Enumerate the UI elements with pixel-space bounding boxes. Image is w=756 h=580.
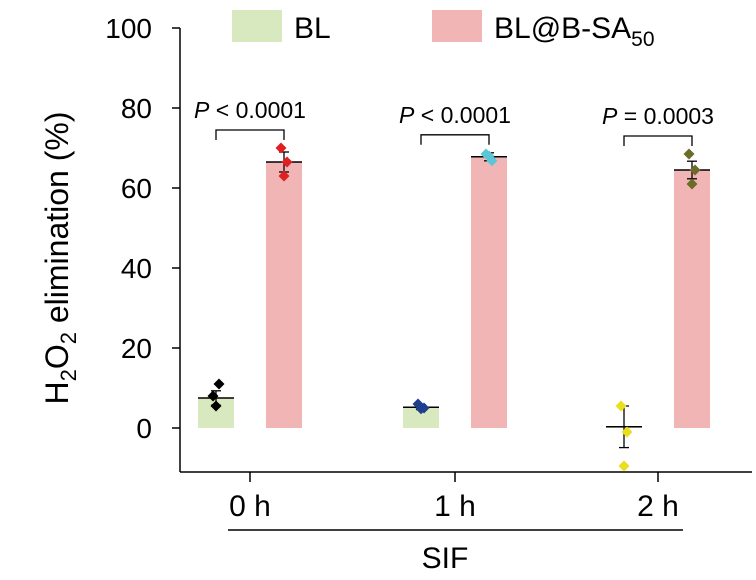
- p-value-label: P = 0.0003: [602, 103, 714, 129]
- p-value-text: < 0.0001: [209, 97, 306, 123]
- data-point: [683, 148, 695, 160]
- bar: [674, 170, 710, 428]
- y-tick-label: 40: [121, 253, 152, 284]
- data-point: [281, 156, 293, 168]
- data-points: [207, 142, 701, 472]
- legend-label-text: BL@B-SA: [494, 12, 631, 45]
- p-value-prefix: P: [194, 97, 210, 123]
- p-value-text: < 0.0001: [414, 102, 511, 128]
- p-value-prefix: P: [602, 103, 618, 129]
- data-point: [483, 150, 495, 162]
- axes: 0 20 40 60 80 100 0 h 1 h 2 h: [105, 13, 752, 523]
- y-tick-label: 100: [105, 13, 152, 44]
- p-value-prefix: P: [399, 102, 415, 128]
- data-point: [207, 390, 219, 402]
- data-point: [210, 400, 222, 412]
- y-tick-label: 0: [136, 413, 152, 444]
- data-point: [275, 142, 287, 154]
- significance-bracket: [420, 134, 490, 145]
- x-tick-label: 1 h: [434, 490, 476, 523]
- bar: [471, 156, 507, 429]
- y-tick-label: 20: [121, 333, 152, 364]
- data-point: [689, 164, 701, 176]
- legend-label-text: BL: [294, 12, 331, 45]
- data-point: [621, 426, 633, 438]
- legend-label: BL@B-SA50: [494, 12, 655, 51]
- y-axis-label-sub1: 2: [56, 369, 81, 381]
- p-value-label: P < 0.0001: [194, 97, 306, 123]
- y-tick-label: 60: [121, 173, 152, 204]
- y-tick-label: 80: [121, 93, 152, 124]
- significance-bracket: [215, 129, 285, 140]
- x-group-label: SIF: [422, 542, 469, 575]
- data-point: [278, 170, 290, 182]
- legend-label-subscript: 50: [631, 28, 654, 51]
- bar: [266, 162, 302, 428]
- p-value-label: P < 0.0001: [399, 102, 511, 128]
- significance-bracket: [623, 135, 693, 146]
- data-point: [618, 460, 630, 472]
- y-axis-label-sub2: 2: [56, 332, 81, 344]
- data-point: [213, 378, 225, 390]
- y-axis-label: H2O2 elimination (%): [39, 111, 81, 404]
- legend-label: BL: [294, 12, 331, 45]
- x-tick-label: 0 h: [229, 490, 271, 523]
- data-point: [415, 403, 427, 415]
- significance-annotations: P < 0.0001 P < 0.0001 P = 0.0003: [194, 97, 714, 146]
- data-point: [686, 178, 698, 190]
- legend-swatch: [232, 10, 282, 42]
- x-tick-label: 2 h: [637, 490, 679, 523]
- y-axis-label-post: elimination (%): [39, 111, 75, 332]
- bars: [198, 151, 710, 449]
- data-point: [615, 400, 627, 412]
- y-axis-label-pre: H: [39, 381, 75, 404]
- legend-swatch: [432, 10, 482, 42]
- p-value-text: = 0.0003: [617, 103, 714, 129]
- bar: [403, 407, 439, 428]
- legend: BL BL@B-SA50: [232, 10, 655, 51]
- y-axis-label-mid: O: [39, 344, 75, 369]
